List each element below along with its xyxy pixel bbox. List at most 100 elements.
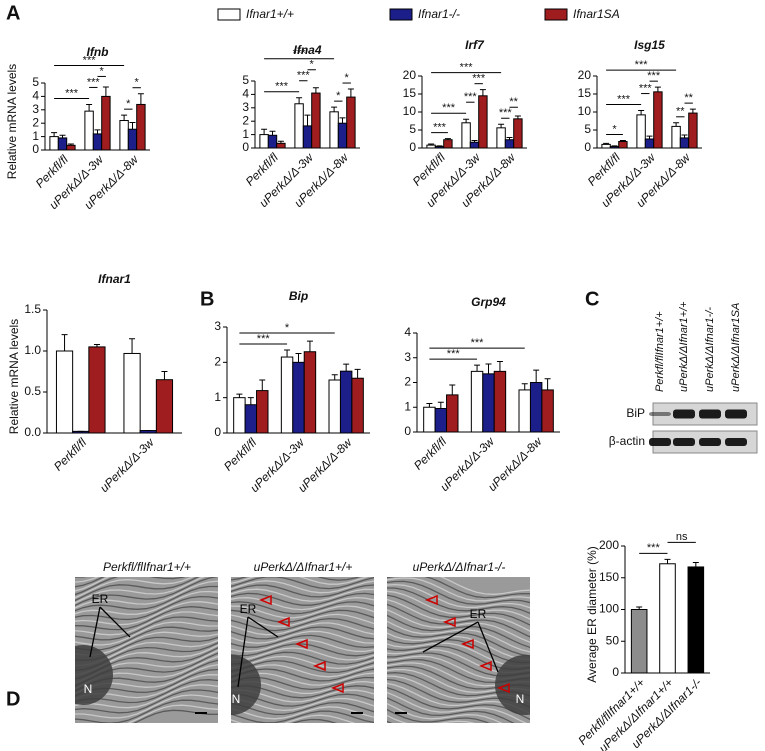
red-arrowhead xyxy=(330,682,344,694)
bar xyxy=(679,137,690,149)
membrane xyxy=(291,718,338,723)
bar xyxy=(123,352,141,434)
membrane xyxy=(231,714,356,723)
error-bar xyxy=(129,338,136,354)
significance-label: *** xyxy=(297,70,311,82)
significance-label: *** xyxy=(617,93,631,105)
nucleus xyxy=(231,655,261,715)
membrane xyxy=(75,577,186,596)
lane-label: Perkfl/flIfnar1+/+ xyxy=(654,311,666,392)
error-bar xyxy=(94,129,101,134)
membrane xyxy=(75,577,100,583)
membrane xyxy=(387,594,530,626)
nucleus xyxy=(495,655,530,715)
bar xyxy=(233,397,246,434)
micrograph xyxy=(387,577,530,723)
micrograph-title: uPerkΔ/ΔIfnar1+/+ xyxy=(254,560,353,574)
bar xyxy=(127,128,138,151)
bar xyxy=(461,122,471,149)
significance-label: *** xyxy=(635,59,649,71)
error-bar xyxy=(304,114,311,126)
y-tick-label: 10 xyxy=(578,104,592,118)
membrane xyxy=(387,580,530,605)
error-bar xyxy=(689,108,696,114)
membrane xyxy=(387,620,530,653)
bar xyxy=(328,379,341,434)
y-tick-label: 3 xyxy=(404,350,411,364)
nucleus xyxy=(75,645,113,705)
error-bar xyxy=(681,134,688,138)
error-bar xyxy=(436,145,443,147)
legend-swatch xyxy=(389,8,413,21)
membrane xyxy=(231,588,374,602)
significance-label: *** xyxy=(447,348,461,360)
error-bar xyxy=(277,140,284,144)
y-tick-label: 1 xyxy=(242,127,249,141)
membrane xyxy=(387,609,530,643)
y-tick-label: 4 xyxy=(404,325,411,339)
significance-label: *** xyxy=(647,542,661,554)
error-bar xyxy=(636,606,643,610)
membrane xyxy=(75,621,218,646)
bar xyxy=(55,350,74,434)
y-tick-label: 3 xyxy=(242,100,249,114)
significance-label: *** xyxy=(65,87,79,99)
membrane xyxy=(75,577,205,604)
error-bar xyxy=(664,558,671,564)
micrograph-label: N xyxy=(232,692,241,706)
y-tick-label: 1 xyxy=(404,399,411,413)
membrane xyxy=(231,626,374,640)
y-tick-label: 0.0 xyxy=(24,425,41,439)
error-bar xyxy=(603,142,610,145)
error-bar xyxy=(638,110,645,115)
y-tick-label: 2 xyxy=(404,375,411,389)
bar xyxy=(541,389,554,433)
y-tick-label: 0 xyxy=(214,425,221,439)
error-bar xyxy=(343,363,350,372)
y-tick-label: 5 xyxy=(242,73,249,87)
membrane xyxy=(387,590,530,620)
error-bar xyxy=(514,115,521,119)
y-tick-label: 150 xyxy=(599,570,619,584)
membrane xyxy=(75,577,194,599)
bar xyxy=(256,390,269,434)
error-bar xyxy=(611,145,618,147)
y-tick-label: 0 xyxy=(242,140,249,154)
bar xyxy=(687,566,705,674)
band xyxy=(649,438,671,446)
red-arrowhead xyxy=(258,594,272,606)
er-arrow xyxy=(237,616,279,688)
membrane xyxy=(231,701,374,716)
bar xyxy=(478,95,488,149)
error-bar xyxy=(284,349,291,358)
bar xyxy=(311,92,321,149)
error-bar xyxy=(496,360,503,372)
membrane xyxy=(127,704,218,723)
error-bar xyxy=(129,122,136,130)
band xyxy=(649,412,671,416)
membrane xyxy=(387,708,490,723)
legend-label: Ifnar1SA xyxy=(573,7,620,21)
membrane xyxy=(387,598,530,632)
y-tick-label: 5 xyxy=(584,122,591,136)
y-tick-label: 15 xyxy=(403,86,417,100)
membrane xyxy=(231,577,374,590)
error-bar xyxy=(296,97,303,104)
error-bar xyxy=(236,393,243,398)
chart-title: Ifnar1 xyxy=(98,272,131,286)
legend-label: Ifnar1-/- xyxy=(418,7,460,21)
membrane xyxy=(231,706,374,720)
membrane xyxy=(231,617,374,632)
bar xyxy=(119,120,129,151)
membrane xyxy=(231,634,374,649)
band xyxy=(699,409,721,419)
x-tick-label: uPerkΔ/Δ-3w xyxy=(97,435,157,495)
error-bar xyxy=(247,397,254,405)
significance-label: *** xyxy=(257,333,271,345)
error-bar xyxy=(498,123,505,128)
micrograph xyxy=(231,577,374,723)
error-bar xyxy=(331,106,338,112)
band xyxy=(673,438,695,446)
panel-letter: A xyxy=(6,2,20,24)
